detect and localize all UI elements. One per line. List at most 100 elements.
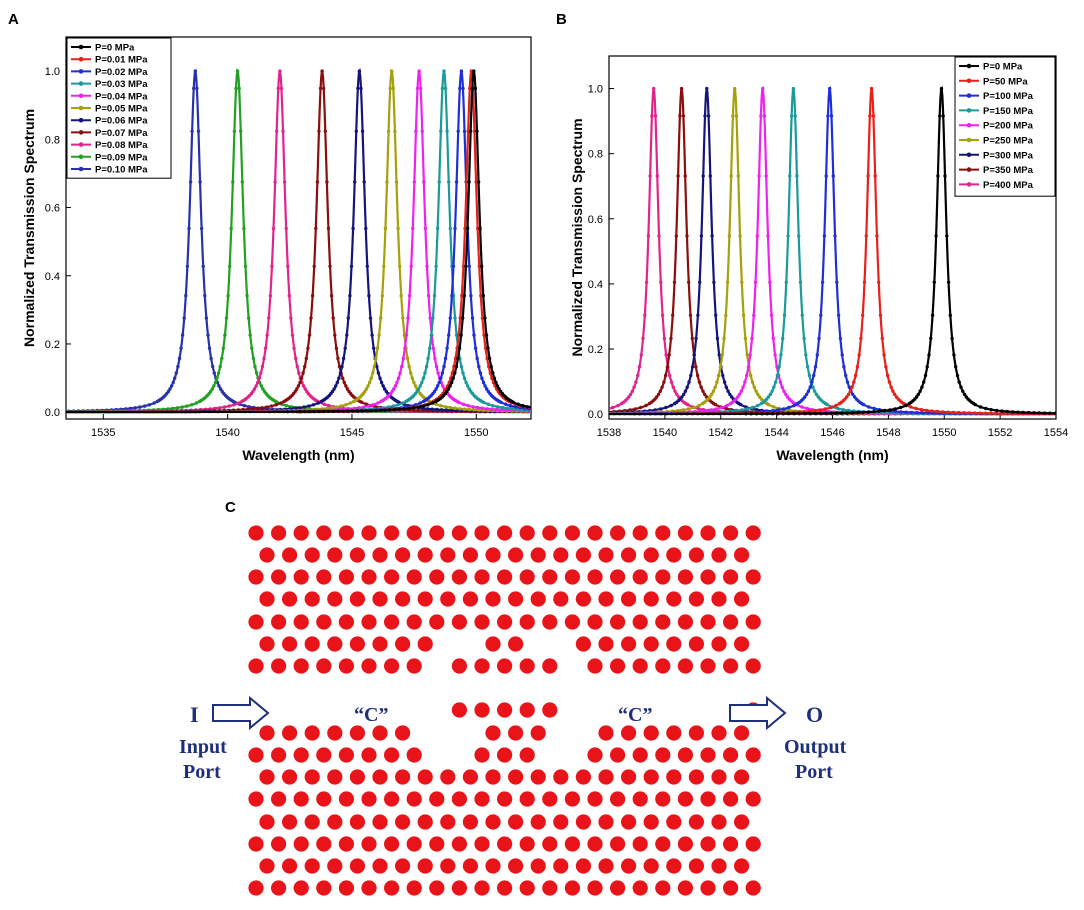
data-point-a	[180, 333, 185, 337]
dielectric-rod	[610, 747, 626, 763]
dielectric-rod	[700, 569, 716, 585]
data-point-a	[354, 129, 358, 133]
data-point-b	[797, 234, 801, 238]
data-point-b	[676, 174, 680, 178]
data-point-b	[778, 380, 783, 384]
data-point-b	[738, 234, 742, 238]
dielectric-rod	[734, 636, 750, 652]
data-point-a	[188, 180, 193, 184]
dielectric-rod	[406, 791, 422, 807]
x-tick-label-b: 1542	[709, 427, 733, 439]
data-point-b	[784, 280, 788, 284]
input-port-label-line1: Input	[179, 736, 227, 758]
data-point-a	[466, 384, 470, 388]
data-point-b	[644, 403, 648, 408]
data-point-b	[805, 365, 810, 369]
data-point-a	[571, 409, 574, 412]
x-tick-label-b: 1540	[653, 427, 677, 439]
legend-marker-a-8	[78, 142, 84, 147]
data-point-b	[564, 412, 567, 415]
data-point-a	[448, 226, 452, 231]
data-point-a	[453, 316, 457, 320]
data-point-b	[877, 280, 881, 284]
dielectric-rod	[666, 591, 682, 607]
dielectric-rod	[349, 814, 365, 830]
dielectric-rod	[282, 591, 298, 607]
data-point-a	[491, 380, 496, 385]
data-point-a	[442, 69, 446, 73]
data-point-b	[781, 407, 786, 411]
data-point-a	[465, 226, 470, 231]
data-point-b	[935, 409, 940, 414]
data-point-a	[147, 403, 152, 407]
data-point-b	[962, 411, 966, 415]
legend-label-b-1: P=50 MPa	[983, 76, 1028, 87]
data-point-a	[284, 226, 288, 231]
data-point-a	[419, 86, 423, 91]
data-point-a	[356, 86, 360, 91]
data-point-b	[692, 405, 696, 410]
data-point-b	[772, 405, 776, 409]
data-point-b	[934, 234, 938, 238]
dielectric-rod	[564, 525, 581, 541]
data-point-b	[945, 234, 949, 238]
legend-marker-b-6	[966, 152, 972, 158]
data-point-b	[709, 408, 713, 412]
data-point-a	[429, 333, 433, 337]
data-point-b	[660, 313, 665, 317]
dielectric-rod	[655, 614, 671, 630]
input-port-symbol: I	[190, 702, 199, 727]
legend-marker-b-3	[966, 108, 972, 113]
dielectric-rod	[677, 747, 694, 763]
data-point-a	[407, 406, 411, 411]
dielectric-rod	[462, 858, 478, 874]
data-point-b	[798, 280, 803, 284]
data-point-a	[326, 409, 330, 414]
data-point-a	[410, 376, 414, 380]
data-point-b	[855, 365, 860, 369]
data-point-a	[396, 376, 401, 380]
data-point-a	[329, 294, 334, 298]
legend-marker-a-10	[78, 166, 84, 172]
dielectric-rod	[248, 569, 264, 585]
data-point-a	[559, 408, 562, 411]
data-point-a	[462, 376, 467, 380]
data-point-a	[453, 356, 458, 361]
data-point-a	[417, 69, 421, 73]
data-point-a	[195, 86, 199, 91]
data-point-a	[390, 69, 394, 73]
data-point-a	[530, 406, 531, 409]
dielectric-rod	[711, 547, 727, 563]
data-point-a	[423, 226, 428, 231]
data-point-a	[296, 384, 301, 388]
dielectric-rod	[338, 791, 354, 807]
data-point-b	[867, 405, 871, 409]
data-point-b	[925, 408, 929, 413]
dielectric-rod	[361, 658, 377, 674]
data-point-a	[268, 294, 273, 298]
data-point-a	[388, 408, 392, 412]
dielectric-rod	[395, 725, 411, 741]
data-point-b	[646, 234, 651, 238]
dielectric-rod	[745, 836, 761, 852]
data-point-b	[978, 405, 983, 409]
data-point-b	[943, 174, 947, 178]
dielectric-rod	[361, 569, 377, 585]
data-point-a	[337, 376, 341, 380]
dielectric-rod	[643, 547, 659, 563]
dielectric-rod	[429, 791, 445, 807]
dielectric-rod	[259, 591, 275, 607]
legend-marker-b-4	[966, 122, 972, 128]
data-point-b	[946, 280, 951, 284]
data-point-b	[792, 403, 796, 408]
data-point-b	[697, 380, 702, 384]
data-point-a	[383, 387, 387, 391]
dielectric-rod	[700, 880, 716, 896]
data-point-b	[909, 410, 914, 415]
legend-label-a-5: P=0.05 MPa	[95, 104, 148, 115]
dielectric-rod	[451, 614, 467, 630]
data-point-a	[185, 404, 189, 408]
data-point-a	[458, 316, 462, 320]
data-point-b	[1070, 412, 1073, 415]
data-point-a	[217, 384, 221, 388]
